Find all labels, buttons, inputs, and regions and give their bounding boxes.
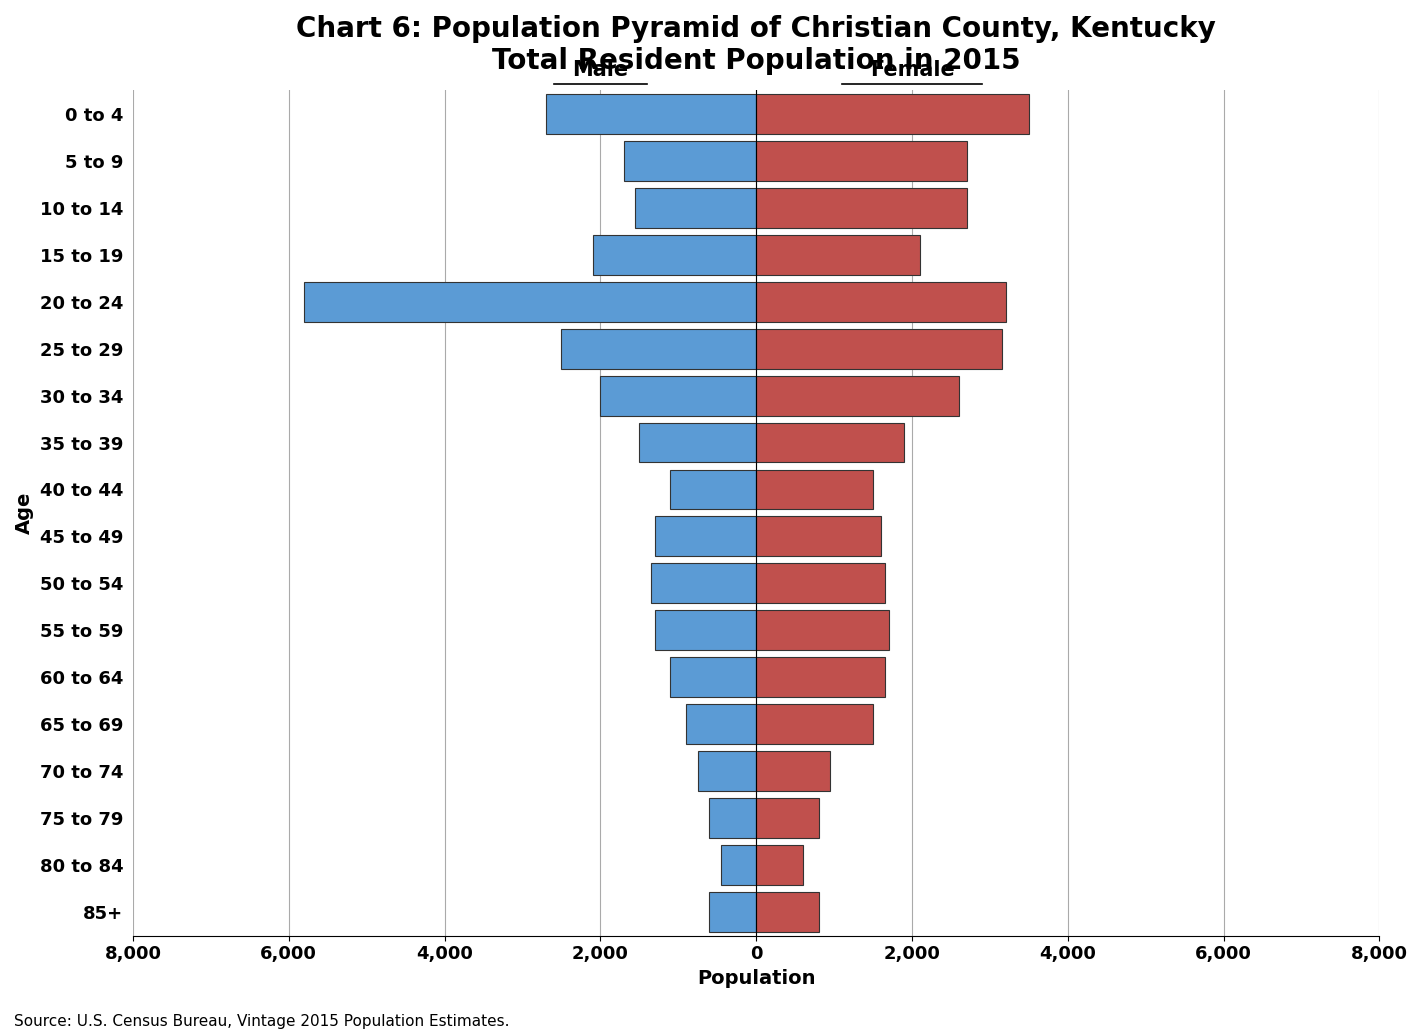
Bar [756, 141, 966, 181]
Bar [623, 141, 756, 181]
Bar [756, 469, 874, 510]
Bar [546, 94, 756, 133]
Text: Male: Male [572, 60, 629, 80]
Bar [721, 845, 756, 885]
Bar [756, 892, 818, 933]
Bar [756, 281, 1006, 322]
Bar [756, 517, 881, 556]
Bar [686, 704, 756, 744]
Bar [670, 658, 756, 697]
Bar [592, 235, 756, 275]
Bar [305, 281, 756, 322]
Bar [562, 329, 756, 368]
X-axis label: Population: Population [697, 969, 815, 987]
Bar [655, 517, 756, 556]
Bar [756, 564, 885, 604]
Bar [710, 798, 756, 839]
Bar [639, 423, 756, 462]
Bar [756, 704, 874, 744]
Bar [756, 235, 919, 275]
Bar [756, 845, 803, 885]
Bar [710, 892, 756, 933]
Bar [756, 610, 888, 650]
Bar [756, 188, 966, 227]
Bar [756, 752, 830, 791]
Bar [756, 423, 904, 462]
Bar [756, 94, 1029, 133]
Bar [601, 375, 756, 416]
Title: Chart 6: Population Pyramid of Christian County, Kentucky
Total Resident Populat: Chart 6: Population Pyramid of Christian… [296, 16, 1217, 75]
Bar [756, 375, 959, 416]
Y-axis label: Age: Age [16, 492, 34, 535]
Bar [650, 564, 756, 604]
Text: Source: U.S. Census Bureau, Vintage 2015 Population Estimates.: Source: U.S. Census Bureau, Vintage 2015… [14, 1013, 509, 1029]
Bar [697, 752, 756, 791]
Bar [670, 469, 756, 510]
Bar [636, 188, 756, 227]
Bar [756, 798, 818, 839]
Bar [655, 610, 756, 650]
Text: Female: Female [869, 60, 955, 80]
Bar [756, 329, 1002, 368]
Bar [756, 658, 885, 697]
